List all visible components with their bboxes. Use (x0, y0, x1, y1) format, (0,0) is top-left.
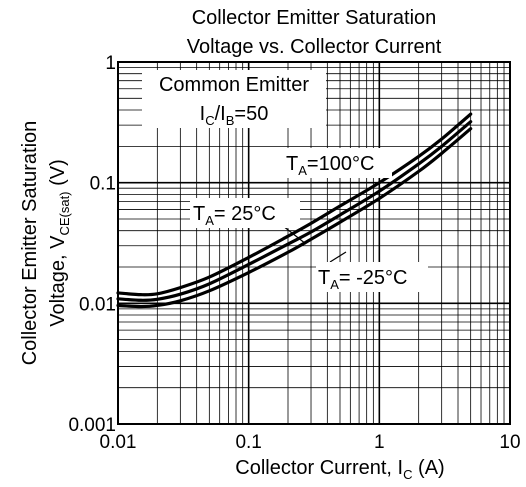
plot-frame (117, 61, 511, 425)
pointer-tm25 (329, 251, 347, 263)
condition-box-bg (142, 70, 326, 128)
y-tick-label-2: 0.1 (90, 174, 116, 195)
data-curves (116, 112, 473, 309)
condition-ic-sub: C (205, 113, 214, 128)
series-line-2 (116, 127, 473, 309)
condition-line2: IC/IB=50 (200, 103, 269, 128)
label-t25: TA= 25°C (193, 203, 276, 228)
y-axis-label-line1: Collector Emitter Saturation (19, 121, 41, 366)
series-line-1 (116, 120, 473, 302)
y-tick-labels: 0.001 0.01 0.1 1 (68, 53, 116, 436)
condition-line1: Common Emitter (159, 74, 309, 96)
chart-title-line1: Collector Emitter Saturation (192, 7, 437, 29)
condition-ic: I (200, 103, 206, 125)
x-tick-label-0: 0.01 (100, 432, 137, 453)
label-tm25: TA= -25°C (318, 267, 407, 292)
label-t100: TA=100°C (286, 153, 374, 178)
condition-ib: /I (215, 103, 226, 125)
series-line-0 (116, 112, 473, 297)
condition-ratio: =50 (234, 103, 268, 125)
label-t100-bg (282, 148, 392, 178)
y-tick-label-1: 0.01 (79, 294, 116, 315)
x-tick-label-3: 10 (499, 432, 520, 453)
x-tick-label-1: 0.1 (235, 432, 261, 453)
x-tick-label-2: 1 (374, 432, 385, 453)
y-tick-label-0: 0.001 (68, 415, 116, 436)
x-axis-label: Collector Current, IC (A) (235, 457, 444, 482)
condition-ib-sub: B (226, 113, 235, 128)
y-axis-label-line2: Voltage, VCE(sat) (V) (47, 159, 72, 326)
label-t25-bg (190, 198, 300, 228)
y-tick-label-3: 1 (105, 53, 116, 74)
label-tm25-bg (316, 262, 428, 292)
chart-title-line2: Voltage vs. Collector Current (187, 36, 442, 58)
x-tick-labels: 0.01 0.1 1 10 (100, 432, 521, 453)
